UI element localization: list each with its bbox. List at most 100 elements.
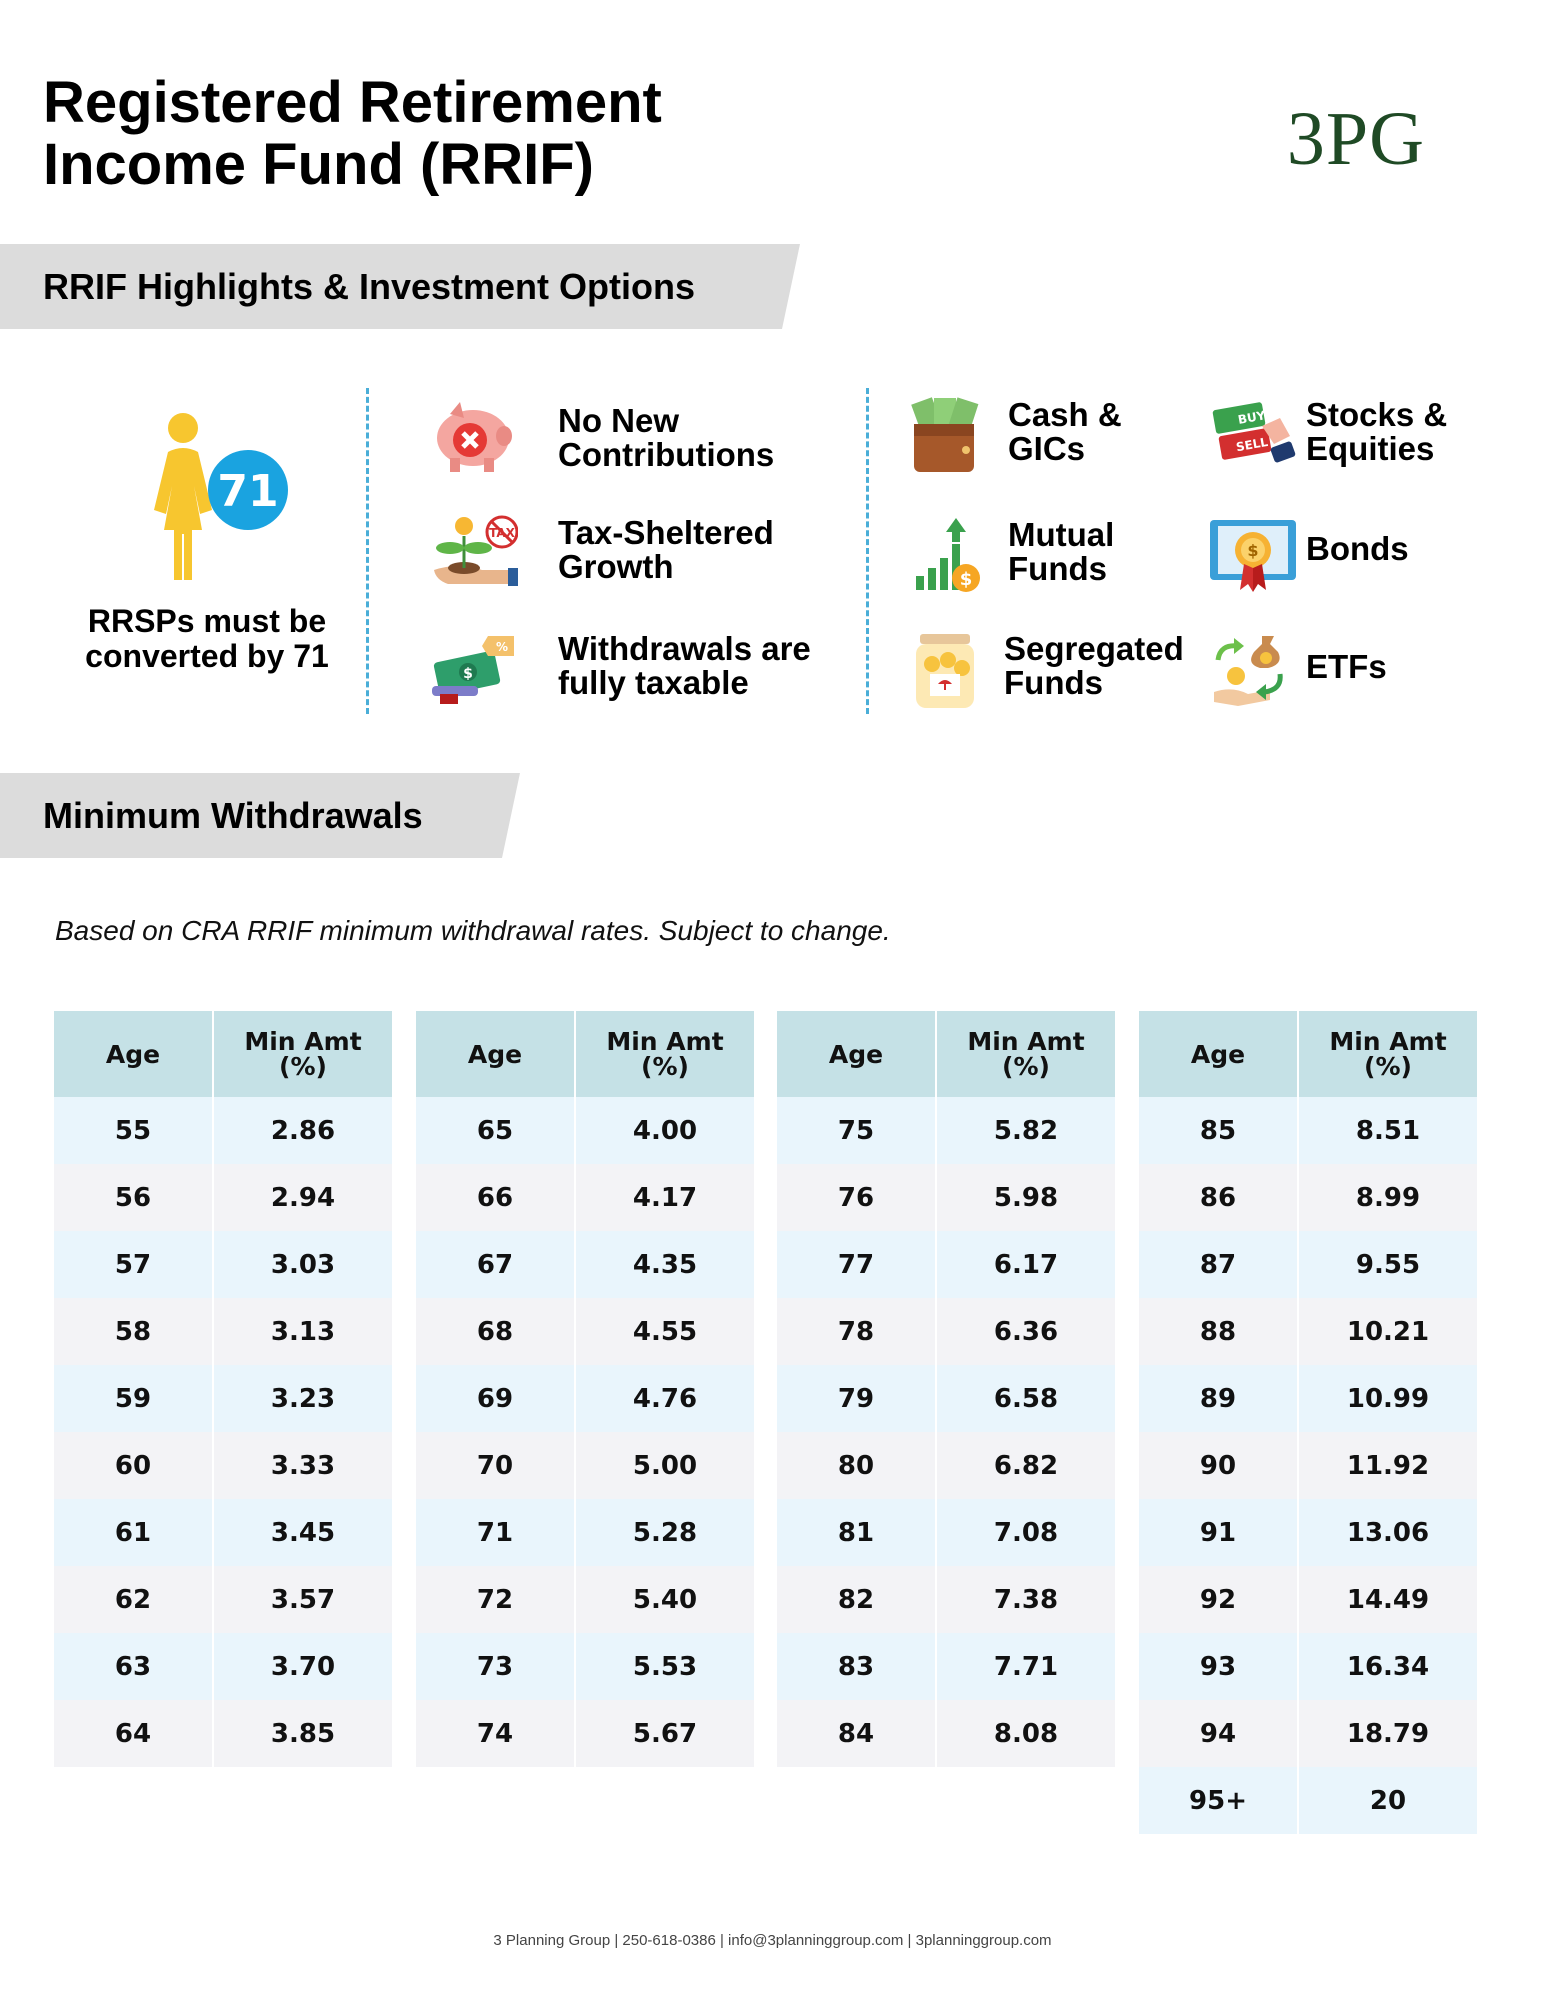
highlight-withdrawals-taxable: $ % Withdrawals are fully taxable xyxy=(428,628,868,708)
age-badge-text: 71 xyxy=(217,466,278,517)
svg-text:BUY: BUY xyxy=(1237,408,1267,427)
option-label: Stocks & Equities xyxy=(1306,398,1447,466)
page-title: Registered Retirement Income Fund (RRIF) xyxy=(43,72,662,196)
table-row: 71 5.28 xyxy=(416,1499,754,1566)
highlight-2-line1: Tax-Sheltered xyxy=(558,514,774,551)
age-cell: 58 xyxy=(54,1298,212,1365)
highlight-no-contributions: No New Contributions xyxy=(428,396,848,476)
age-cell: 79 xyxy=(777,1365,935,1432)
option-cash-gics: Cash & GICs xyxy=(908,396,1198,486)
table-row: 93 16.34 xyxy=(1139,1633,1477,1700)
cash-tax-icon: $ % xyxy=(432,636,514,704)
withdrawal-table-1: Age Min Amt (%) 55 2.86 56 2.94 57 3.03 58 3.13 59 3… xyxy=(52,1011,394,1767)
min-amount-cell: 8.99 xyxy=(1299,1164,1477,1231)
section-highlights-title: RRIF Highlights & Investment Options xyxy=(43,266,696,307)
min-amount-header-line1: Min Amt xyxy=(1329,1027,1447,1056)
min-amount-cell: 5.82 xyxy=(937,1097,1115,1164)
table-row: 92 14.49 xyxy=(1139,1566,1477,1633)
table-row: 63 3.70 xyxy=(54,1633,392,1700)
age-cell: 66 xyxy=(416,1164,574,1231)
option-5-line1: Bonds xyxy=(1306,530,1409,567)
table-row: 68 4.55 xyxy=(416,1298,754,1365)
min-amount-cell: 4.55 xyxy=(576,1298,754,1365)
table-row: 77 6.17 xyxy=(777,1231,1115,1298)
age-cell: 94 xyxy=(1139,1700,1297,1767)
min-amount-cell: 8.51 xyxy=(1299,1097,1477,1164)
age-cell: 70 xyxy=(416,1432,574,1499)
age-column-header: Age xyxy=(416,1011,574,1097)
option-6-line1: ETFs xyxy=(1306,648,1387,685)
age-cell: 71 xyxy=(416,1499,574,1566)
min-amount-header-line2: (%) xyxy=(1002,1052,1050,1081)
min-amount-column-header: Min Amt (%) xyxy=(1299,1011,1477,1097)
convert-by-71-text: RRSPs must be converted by 71 xyxy=(62,604,352,674)
min-amount-cell: 6.82 xyxy=(937,1432,1115,1499)
table-row: 80 6.82 xyxy=(777,1432,1115,1499)
age-cell: 67 xyxy=(416,1231,574,1298)
min-amount-cell: 3.33 xyxy=(214,1432,392,1499)
age-cell: 75 xyxy=(777,1097,935,1164)
age-cell: 62 xyxy=(54,1566,212,1633)
age-cell: 72 xyxy=(416,1566,574,1633)
option-stocks-equities: BUY SELL Stocks & Equities xyxy=(1208,396,1508,486)
highlight-1-line2: Contributions xyxy=(558,436,775,473)
table-header-row: Age Min Amt (%) xyxy=(1139,1011,1477,1097)
table-row: 74 5.67 xyxy=(416,1700,754,1767)
table-header-row: Age Min Amt (%) xyxy=(416,1011,754,1097)
min-amount-cell: 3.23 xyxy=(214,1365,392,1432)
min-amount-cell: 7.08 xyxy=(937,1499,1115,1566)
min-amount-cell: 18.79 xyxy=(1299,1700,1477,1767)
plant-no-tax-icon: TAX xyxy=(434,515,518,586)
option-2-line2: Funds xyxy=(1008,550,1107,587)
age-cell: 85 xyxy=(1139,1097,1297,1164)
min-amount-column-header: Min Amt (%) xyxy=(937,1011,1115,1097)
table-row: 88 10.21 xyxy=(1139,1298,1477,1365)
min-amount-cell: 6.17 xyxy=(937,1231,1115,1298)
min-amount-cell: 10.99 xyxy=(1299,1365,1477,1432)
table-row: 60 3.33 xyxy=(54,1432,392,1499)
min-amount-header-line2: (%) xyxy=(279,1052,327,1081)
age-cell: 57 xyxy=(54,1231,212,1298)
min-amount-cell: 3.85 xyxy=(214,1700,392,1767)
age-cell: 61 xyxy=(54,1499,212,1566)
divider-line-1 xyxy=(366,388,369,714)
footer-contact: 3 Planning Group | 250-618-0386 | info@3… xyxy=(493,1932,1052,1949)
table-row: 94 18.79 xyxy=(1139,1700,1477,1767)
table-row: 56 2.94 xyxy=(54,1164,392,1231)
min-amount-header-line1: Min Amt xyxy=(967,1027,1085,1056)
min-amount-cell: 3.57 xyxy=(214,1566,392,1633)
age-cell: 89 xyxy=(1139,1365,1297,1432)
table-row: 70 5.00 xyxy=(416,1432,754,1499)
age-column-header: Age xyxy=(777,1011,935,1097)
option-label: Mutual Funds xyxy=(1008,518,1114,586)
age-cell: 77 xyxy=(777,1231,935,1298)
svg-text:%: % xyxy=(496,640,508,654)
min-amount-cell: 7.38 xyxy=(937,1566,1115,1633)
min-amount-header-line1: Min Amt xyxy=(606,1027,724,1056)
divider-line-2 xyxy=(866,388,869,714)
min-amount-cell: 20 xyxy=(1299,1767,1477,1834)
option-segregated-funds: Segregated Funds xyxy=(908,630,1208,720)
table-row: 82 7.38 xyxy=(777,1566,1115,1633)
min-amount-cell: 6.58 xyxy=(937,1365,1115,1432)
age-cell: 81 xyxy=(777,1499,935,1566)
min-amount-header-line1: Min Amt xyxy=(244,1027,362,1056)
age-cell: 74 xyxy=(416,1700,574,1767)
highlight-2-line2: Growth xyxy=(558,548,674,585)
age-column-header: Age xyxy=(54,1011,212,1097)
min-amount-cell: 9.55 xyxy=(1299,1231,1477,1298)
min-amount-cell: 5.00 xyxy=(576,1432,754,1499)
bond-certificate-icon: $ xyxy=(1210,520,1296,592)
min-amount-cell: 4.00 xyxy=(576,1097,754,1164)
table-header-row: Age Min Amt (%) xyxy=(54,1011,392,1097)
svg-text:$: $ xyxy=(1247,541,1258,560)
age-cell: 76 xyxy=(777,1164,935,1231)
table-row: 90 11.92 xyxy=(1139,1432,1477,1499)
option-mutual-funds: $ Mutual Funds xyxy=(908,514,1198,604)
min-amount-column-header: Min Amt (%) xyxy=(214,1011,392,1097)
age-column-header: Age xyxy=(1139,1011,1297,1097)
highlight-3-line1: Withdrawals are xyxy=(558,630,811,667)
age-cell: 91 xyxy=(1139,1499,1297,1566)
min-amount-cell: 4.35 xyxy=(576,1231,754,1298)
age-cell: 93 xyxy=(1139,1633,1297,1700)
